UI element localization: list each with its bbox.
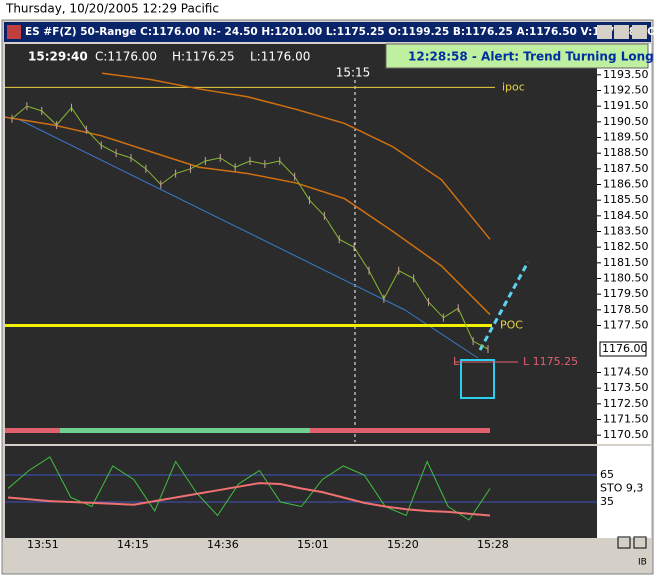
signal-box	[460, 359, 495, 399]
moving-average	[101, 72, 491, 240]
y-tick-label: 1187.50	[603, 162, 649, 175]
app-icon	[7, 25, 21, 39]
y-tick-label: 1182.50	[603, 240, 649, 253]
y-tick-label: 1189.50	[603, 131, 649, 144]
low-short-label: L	[453, 355, 460, 368]
pane-button[interactable]	[633, 536, 647, 549]
trend-line	[19, 119, 406, 311]
y-tick-label: 1174.50	[603, 366, 649, 379]
window-buttons[interactable]	[597, 25, 647, 39]
y-tick-label: 1170.50	[603, 428, 649, 441]
y-tick-label: 65	[600, 468, 614, 481]
time-label: 15:20	[387, 538, 419, 551]
oscillator-axis	[597, 446, 651, 538]
y-tick-label: 1172.50	[603, 397, 649, 410]
low-label: L 1175.25	[523, 355, 578, 368]
close-button[interactable]	[632, 25, 647, 39]
oscillator-label: STO 9,3	[600, 482, 643, 495]
y-tick-label: 1185.50	[603, 193, 649, 206]
stochastic-slow	[7, 482, 491, 517]
stochastic-fast	[7, 456, 491, 521]
time-label: 14:36	[207, 538, 239, 551]
status-text: Thursday, 10/20/2005 12:29 Pacific	[5, 2, 219, 16]
y-tick-label: 1192.50	[603, 84, 649, 97]
y-tick-label: 1177.50	[603, 319, 649, 332]
header-close: C:1176.00	[95, 50, 157, 64]
header-high: H:1176.25	[172, 50, 235, 64]
minimize-button[interactable]	[597, 25, 612, 39]
footer-text: IB	[638, 558, 647, 568]
pane-button[interactable]	[617, 536, 631, 549]
y-tick-label: 1190.50	[603, 115, 649, 128]
marker-time: 15:15	[336, 66, 371, 80]
current-price-box	[599, 341, 647, 357]
time-label: 13:51	[27, 538, 59, 551]
trend-line	[404, 309, 479, 359]
y-tick-label: 1186.50	[603, 178, 649, 191]
price-axis	[597, 44, 651, 444]
y-tick-label: 1173.50	[603, 381, 649, 394]
current-price-label: 1176.00	[602, 342, 648, 355]
ipoc-label: ipoc	[502, 80, 525, 93]
status-strip	[5, 428, 490, 433]
time-label: 15:28	[477, 538, 509, 551]
y-tick-label: 1181.50	[603, 256, 649, 269]
price-pane	[5, 44, 597, 444]
header-time: 15:29:40	[28, 50, 88, 64]
title-bar	[4, 22, 651, 42]
alert-box	[385, 43, 649, 69]
y-tick-label: 1193.50	[603, 68, 649, 81]
window-title: ES #F(Z) 50-Range C:1176.00 N:- 24.50 H:…	[25, 26, 660, 38]
poc-label: POC	[500, 319, 523, 332]
y-tick-label: 35	[600, 495, 614, 508]
moving-average	[4, 116, 491, 316]
oscillator-pane	[5, 446, 597, 538]
header-low: L:1176.00	[250, 50, 310, 64]
time-label: 15:01	[297, 538, 329, 551]
y-tick-label: 1191.50	[603, 99, 649, 112]
alert-text: 12:28:58 - Alert: Trend Turning Long	[408, 50, 654, 64]
maximize-button[interactable]	[614, 25, 629, 39]
y-tick-label: 1178.50	[603, 303, 649, 316]
y-tick-label: 1184.50	[603, 209, 649, 222]
projection-arrow	[478, 261, 530, 351]
y-tick-label: 1180.50	[603, 272, 649, 285]
y-tick-label: 1171.50	[603, 413, 649, 426]
y-tick-label: 1183.50	[603, 225, 649, 238]
y-tick-label: 1188.50	[603, 146, 649, 159]
time-label: 14:15	[117, 538, 149, 551]
y-tick-label: 1179.50	[603, 287, 649, 300]
